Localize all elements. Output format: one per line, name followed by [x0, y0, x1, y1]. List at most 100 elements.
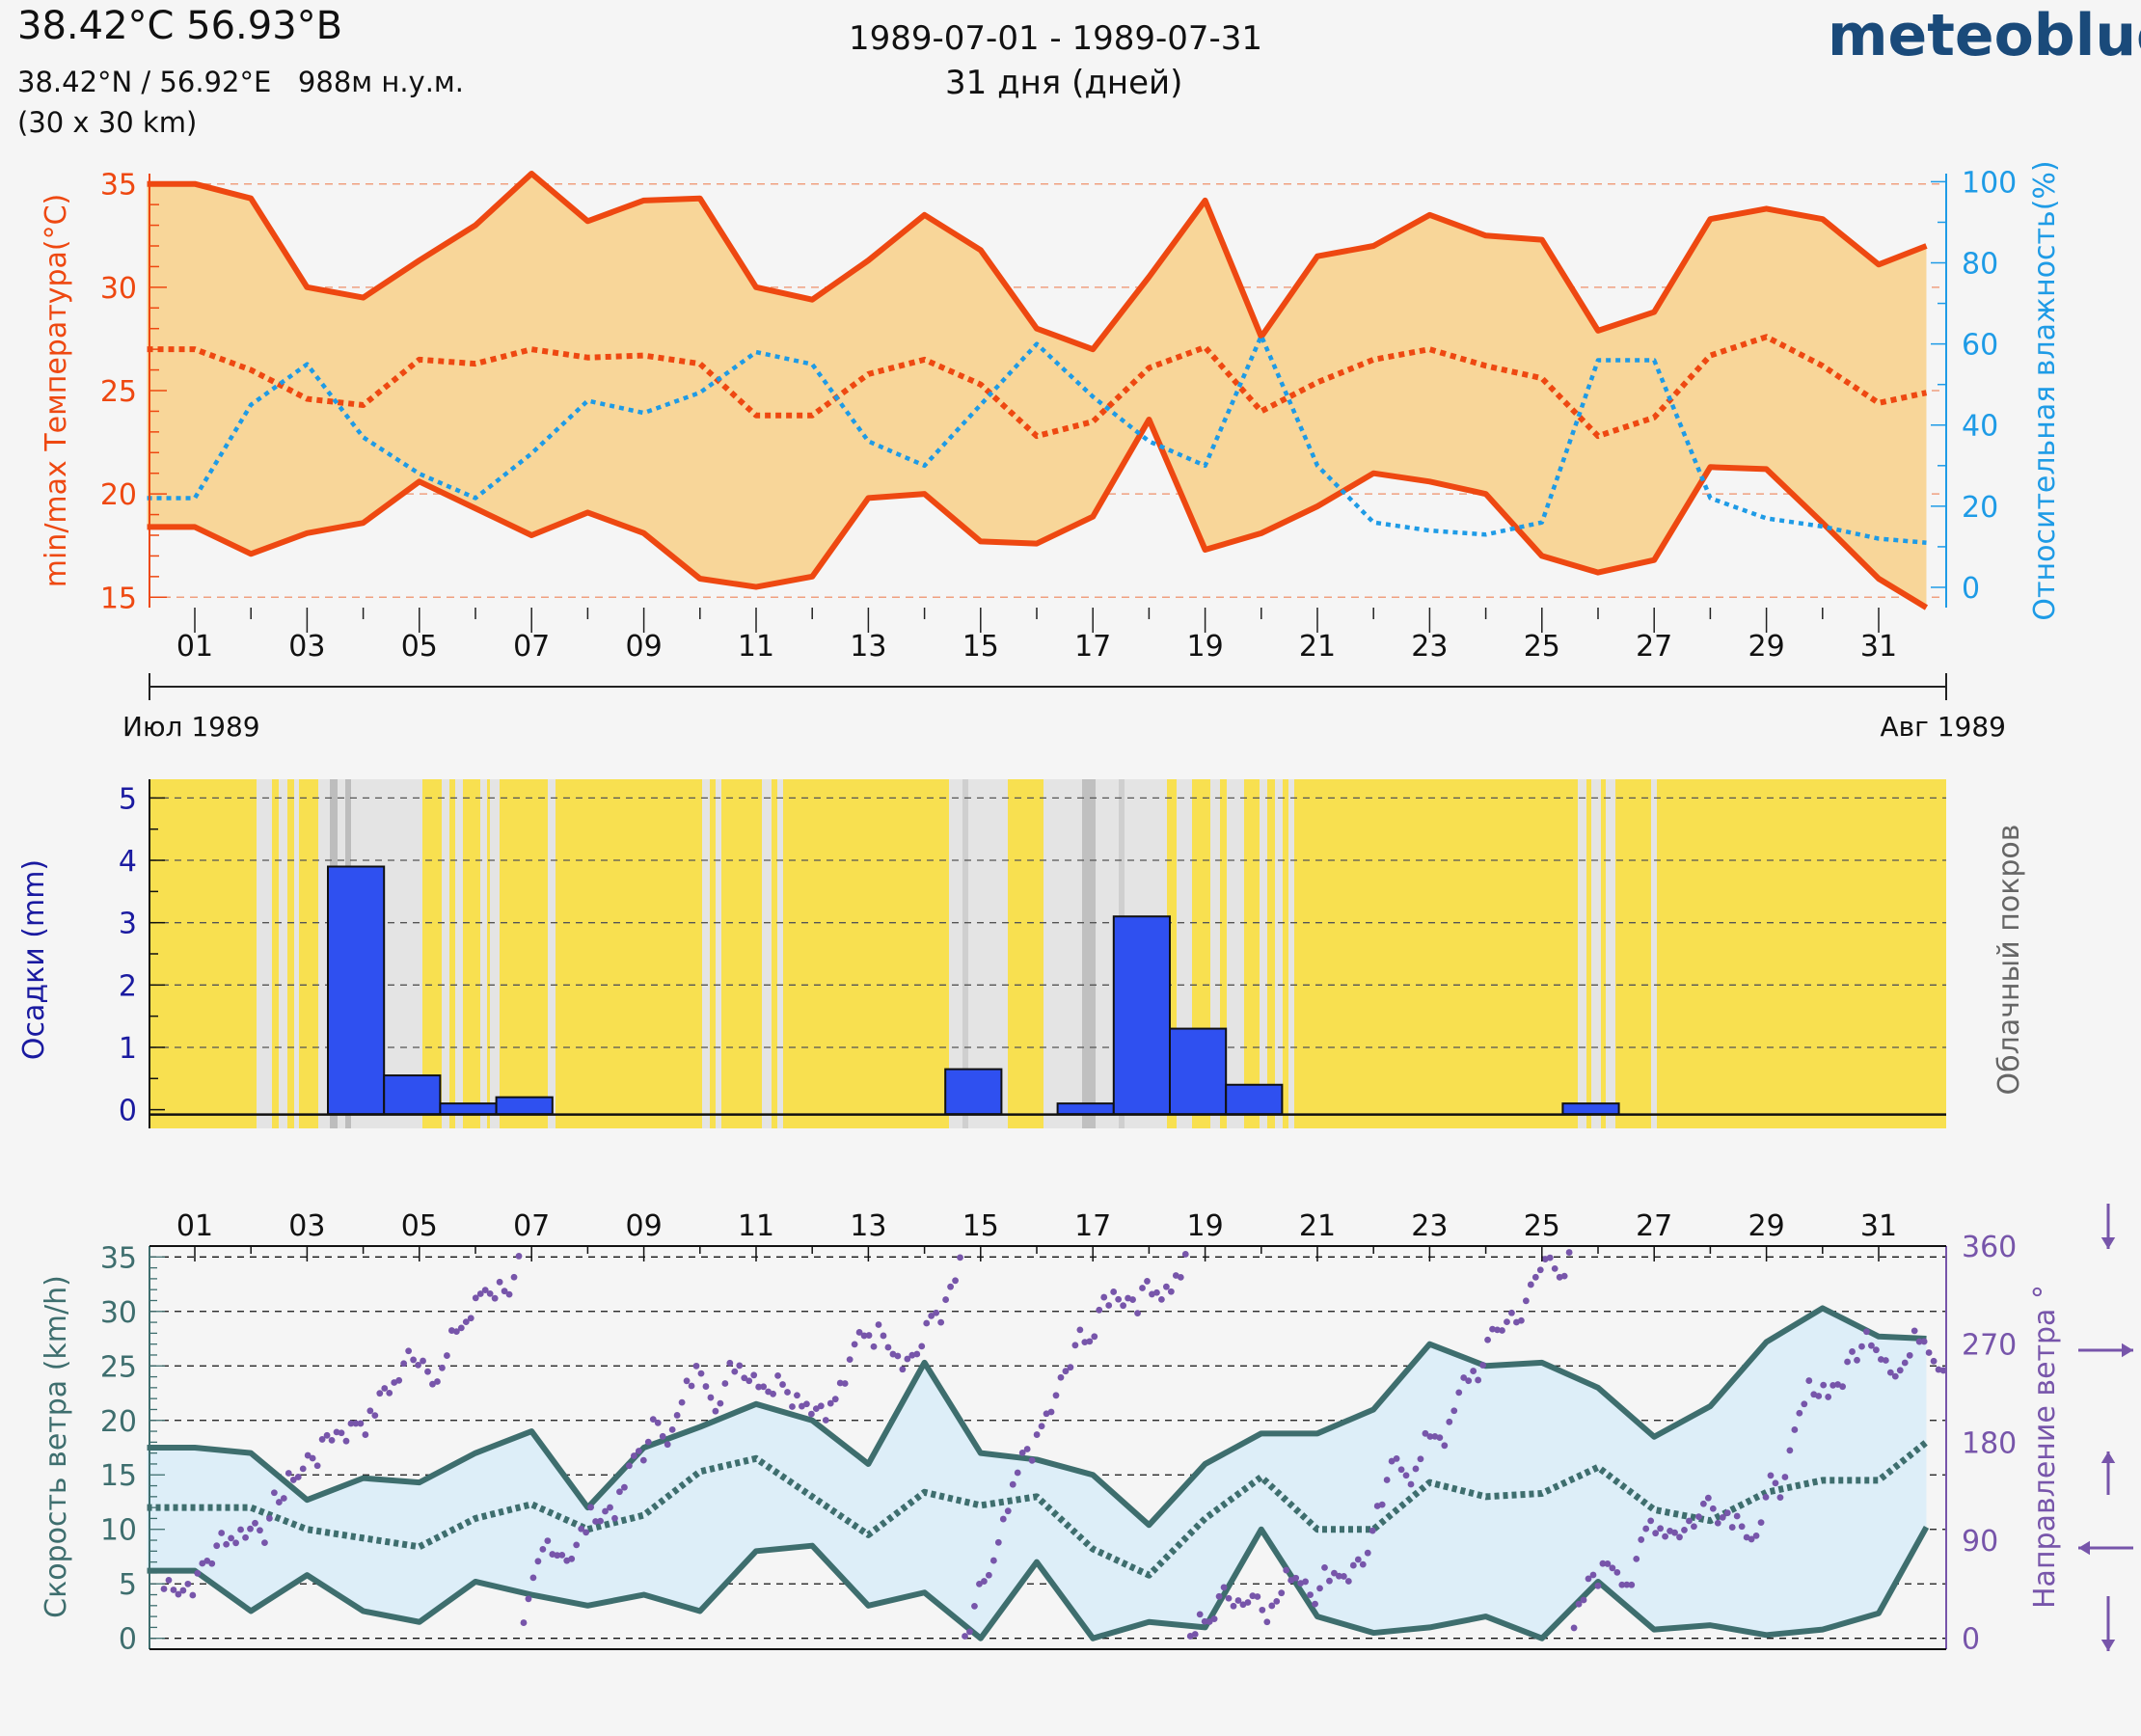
wind-direction-dot	[1181, 1251, 1189, 1258]
temp-tick-label: 25	[100, 375, 137, 409]
precip-bar	[1225, 1083, 1284, 1116]
wind-direction-dot	[802, 1400, 810, 1408]
wind-direction-dot	[1849, 1348, 1856, 1355]
wind-direction-dot	[1331, 1569, 1338, 1577]
wind-direction-dot	[1623, 1581, 1631, 1588]
wind-direction-dot	[644, 1438, 652, 1446]
wind-direction-dot	[1215, 1592, 1223, 1600]
wind-direction-dot	[1820, 1381, 1828, 1389]
wind-direction-dot	[237, 1526, 244, 1533]
wind-direction-dot	[875, 1321, 882, 1328]
wind-direction-dot	[1570, 1624, 1578, 1632]
wind-day-tick-label: 15	[962, 1209, 999, 1243]
wind-direction-dot	[1268, 1602, 1276, 1610]
wind-direction-dot	[855, 1329, 863, 1336]
wind-direction-dot	[817, 1402, 825, 1410]
wind-direction-dot	[165, 1577, 173, 1584]
wind-direction-dot	[1551, 1264, 1558, 1272]
wind-direction-dot	[505, 1290, 513, 1298]
wind-tick-label: 35	[100, 1241, 137, 1275]
wind-direction-dot	[558, 1551, 566, 1559]
wind-direction-dot	[784, 1389, 791, 1396]
wind-direction-dot	[602, 1507, 609, 1515]
wind-direction-dot	[1201, 1617, 1208, 1625]
wind-direction-dot	[1873, 1346, 1880, 1354]
wind-direction-dot	[1417, 1455, 1424, 1463]
cloud-stripe	[962, 779, 968, 1128]
wind-day-tick-label: 07	[513, 1209, 550, 1243]
wind-direction-dot	[994, 1538, 1002, 1546]
direction-tick-label: 90	[1962, 1525, 1998, 1559]
wind-direction-dot	[736, 1362, 744, 1370]
precip-axis-title: Осадки (mm)	[17, 859, 51, 1060]
wind-direction-dot	[1676, 1533, 1683, 1541]
wind-direction-dot	[1647, 1517, 1655, 1525]
wind-direction-dot	[1930, 1357, 1938, 1365]
wind-direction-dot	[1369, 1527, 1376, 1534]
temp-tick-label: 35	[100, 169, 137, 203]
wind-direction-dot	[750, 1371, 758, 1379]
cloud-stripe	[1591, 779, 1601, 1128]
wind-direction-dot	[1278, 1589, 1286, 1597]
wind-direction-dot	[1359, 1560, 1367, 1568]
day-tick-label: 11	[738, 630, 774, 664]
wind-min-line	[147, 1526, 1930, 1641]
wind-direction-dot	[635, 1448, 642, 1454]
wind-direction-dot	[1939, 1367, 1947, 1374]
wind-direction-dot	[1254, 1593, 1261, 1600]
temp-tick-label: 20	[100, 478, 137, 512]
wind-direction-dot	[947, 1283, 954, 1290]
wind-direction-dot	[252, 1519, 258, 1527]
wind-direction-dot	[1825, 1394, 1832, 1400]
wind-direction-dot	[1009, 1480, 1016, 1488]
wind-direction-dot	[1733, 1512, 1741, 1520]
day-tick-label: 13	[850, 630, 886, 664]
wind-direction-dot	[510, 1273, 518, 1281]
wind-direction-dot	[1527, 1281, 1534, 1288]
day-tick-label: 29	[1748, 630, 1785, 664]
wind-direction-dot	[313, 1462, 321, 1470]
wind-direction-dot	[880, 1332, 887, 1340]
wind-direction-dot	[257, 1527, 263, 1534]
wind-direction-dot	[1167, 1288, 1175, 1295]
cloud-stripe	[1288, 779, 1294, 1128]
cloud-stripe	[1227, 779, 1244, 1128]
wind-tick-label: 0	[119, 1623, 137, 1657]
wind-direction-dot	[1686, 1517, 1693, 1525]
wind-direction-dot	[860, 1332, 868, 1340]
wind-direction-dot	[1599, 1560, 1607, 1567]
wind-day-tick-label: 21	[1299, 1209, 1336, 1243]
cloud-axis-title: Облачный покров	[1992, 825, 2026, 1096]
wind-tick-label: 25	[100, 1350, 137, 1384]
wind-direction-dot	[213, 1542, 221, 1550]
wind-direction-dot	[160, 1586, 168, 1592]
temp-tick-label: 15	[100, 582, 137, 615]
brand-logo[interactable]: meteoblue	[1828, 2, 2141, 69]
cloud-stripe	[1651, 779, 1657, 1128]
wind-direction-dot	[1129, 1296, 1136, 1303]
wind-direction-dot	[289, 1477, 297, 1483]
day-tick-label: 27	[1636, 630, 1672, 664]
wind-direction-dot	[1023, 1446, 1031, 1452]
wind-direction-dot	[673, 1412, 681, 1419]
wind-direction-dot	[1489, 1325, 1496, 1333]
wind-day-tick-label: 05	[401, 1209, 438, 1243]
wind-direction-dot	[1671, 1529, 1678, 1536]
wind-direction-dot	[323, 1431, 331, 1439]
cloud-stripe	[294, 779, 299, 1128]
wind-direction-dot	[1344, 1578, 1352, 1585]
wind-direction-dot	[755, 1383, 763, 1391]
wind-direction-dot	[607, 1504, 613, 1511]
wind-direction-dot	[770, 1390, 776, 1397]
wind-direction-dot	[1096, 1306, 1103, 1314]
wind-direction-dot	[1388, 1457, 1396, 1465]
wind-direction-dot	[760, 1383, 768, 1391]
wind-direction-dot	[1028, 1456, 1036, 1464]
wind-direction-dot	[904, 1355, 911, 1363]
wind-direction-dot	[1014, 1469, 1021, 1477]
wind-direction-dot	[1863, 1328, 1870, 1336]
wind-direction-dot	[1259, 1606, 1266, 1614]
wind-direction-dot	[822, 1417, 829, 1424]
wind-direction-dot	[554, 1552, 561, 1560]
